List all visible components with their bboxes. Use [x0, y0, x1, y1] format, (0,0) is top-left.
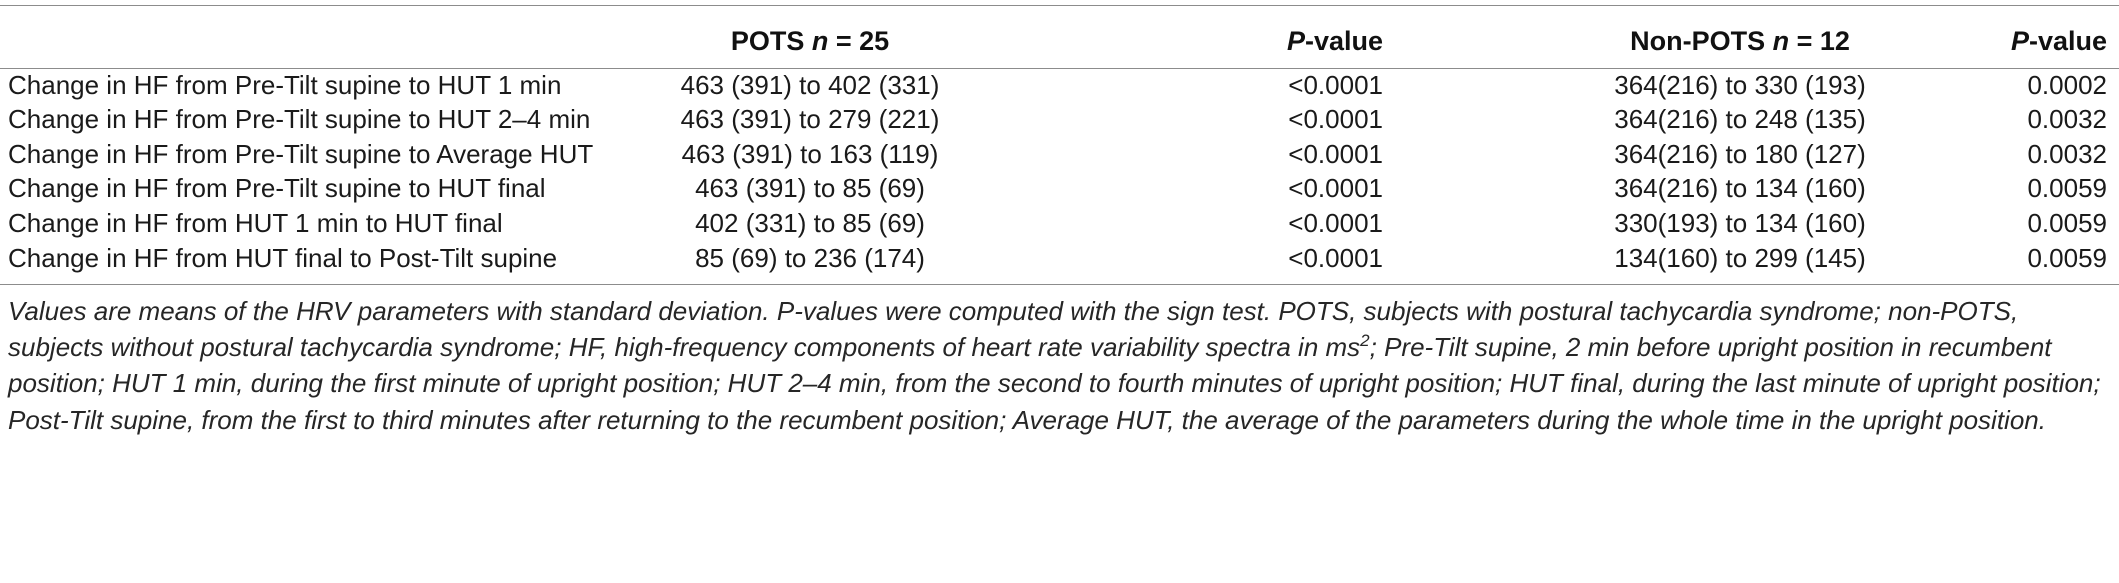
- header-p2-prefix: P: [2010, 26, 2029, 56]
- row-nonpots-p-value: 0.0002: [2027, 70, 2107, 100]
- header-pots-suffix: = 25: [828, 26, 890, 56]
- table-row: Change in HF from Pre-Tilt supine to HUT…: [0, 62, 2119, 108]
- table-row: Change in HF from HUT 1 min to HUT final…: [0, 200, 2119, 246]
- header-p-value-pots: P-value: [1287, 16, 1383, 66]
- header-p2-suffix: -value: [2028, 26, 2107, 56]
- row-label: Change in HF from HUT 1 min to HUT final: [8, 208, 503, 238]
- row-nonpots-p-value: 0.0032: [2027, 104, 2107, 134]
- footnote-superscript: 2: [1360, 331, 1370, 351]
- row-nonpots-p-value: 0.0059: [2027, 243, 2107, 273]
- footnote-text-part2: ; Pre-Tilt supine, 2 min before upright …: [8, 332, 2101, 435]
- header-p1-suffix: -value: [1304, 26, 1383, 56]
- header-pots-n: n: [811, 26, 829, 56]
- header-pots-prefix: POTS: [730, 26, 812, 56]
- row-label: Change in HF from Pre-Tilt supine to HUT…: [8, 104, 591, 134]
- header-nonpots-n: n: [1772, 26, 1790, 56]
- row-pots-p-value: <0.0001: [1288, 173, 1383, 203]
- table-row: Change in HF from Pre-Tilt supine to HUT…: [0, 96, 2119, 142]
- table-bottom-rule: [0, 284, 2119, 285]
- row-label: Change in HF from HUT final to Post-Tilt…: [8, 243, 558, 273]
- header-nonpots-prefix: Non-POTS: [1630, 26, 1773, 56]
- table-top-rule: [0, 5, 2119, 6]
- row-label: Change in HF from Pre-Tilt supine to Ave…: [8, 139, 594, 169]
- header-nonpots-suffix: = 12: [1789, 26, 1850, 56]
- table-row: Change in HF from HUT final to Post-Tilt…: [0, 235, 2119, 281]
- table-row: Change in HF from Pre-Tilt supine to HUT…: [0, 165, 2119, 211]
- table-header-rule: [0, 68, 2119, 69]
- table-header-row: POTS n = 25 P-value Non-POTS n = 12 P-va…: [0, 16, 2119, 66]
- row-pots-p-value: <0.0001: [1288, 208, 1383, 238]
- row-pots-p-value: <0.0001: [1288, 104, 1383, 134]
- row-pots-p-value: <0.0001: [1288, 243, 1383, 273]
- row-nonpots-p-value: 0.0059: [2027, 173, 2107, 203]
- row-nonpots-p-value: 0.0032: [2027, 139, 2107, 169]
- table-row: Change in HF from Pre-Tilt supine to Ave…: [0, 131, 2119, 177]
- header-p-value-nonpots: P-value: [2011, 16, 2107, 66]
- row-pots-p-value: <0.0001: [1288, 139, 1383, 169]
- footnote-text-part1: Values are means of the HRV parameters w…: [8, 296, 2019, 363]
- row-label: Change in HF from Pre-Tilt supine to HUT…: [8, 173, 546, 203]
- table-footnote: Values are means of the HRV parameters w…: [8, 293, 2108, 438]
- row-pots-p-value: <0.0001: [1288, 70, 1383, 100]
- row-label: Change in HF from Pre-Tilt supine to HUT…: [8, 70, 562, 100]
- row-nonpots-p-value: 0.0059: [2027, 208, 2107, 238]
- header-p1-prefix: P: [1286, 26, 1305, 56]
